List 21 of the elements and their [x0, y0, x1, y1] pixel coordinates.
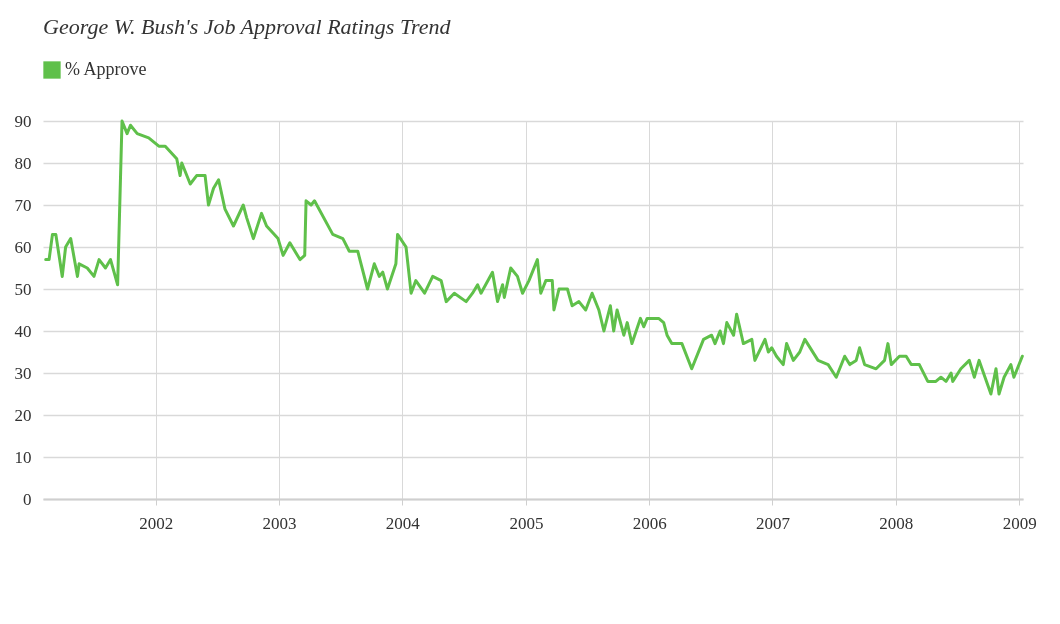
x-tick-label: 2008	[879, 513, 914, 533]
x-tick-label: 2004	[385, 513, 421, 533]
x-tick-label: 2002	[139, 513, 174, 533]
y-tick-label: 0	[23, 489, 32, 509]
y-tick-label: 60	[14, 237, 32, 257]
x-tick-label: 2006	[632, 513, 667, 533]
y-tick-label: 30	[14, 363, 32, 383]
x-tick-label: 2007	[755, 513, 791, 533]
legend-label: % Approve	[65, 59, 147, 79]
y-tick-label: 70	[14, 195, 32, 215]
y-tick-label: 20	[14, 405, 32, 425]
x-tick-label: 2005	[509, 513, 544, 533]
y-tick-label: 80	[14, 153, 32, 173]
chart-title: George W. Bush's Job Approval Ratings Trend	[43, 14, 452, 39]
line-series	[44, 119, 1024, 396]
y-tick-label: 40	[14, 321, 32, 341]
x-tick-label: 2003	[262, 513, 297, 533]
x-tick-label: 2009	[1002, 513, 1037, 533]
y-tick-label: 10	[14, 447, 32, 467]
y-tick-label: 90	[14, 111, 32, 131]
y-tick-label: 50	[14, 279, 32, 299]
